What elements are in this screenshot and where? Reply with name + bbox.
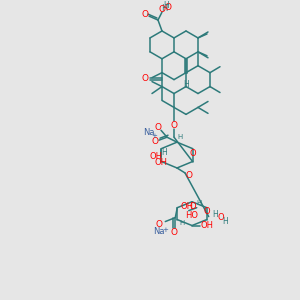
Text: HO: HO [185, 211, 198, 220]
Text: O: O [156, 220, 163, 229]
Text: O: O [158, 4, 166, 14]
Text: H: H [222, 217, 228, 226]
Text: O: O [170, 121, 178, 130]
Text: H: H [196, 200, 201, 206]
Text: Na: Na [143, 128, 155, 137]
Text: O: O [203, 207, 210, 216]
Text: H: H [212, 210, 218, 219]
Text: H: H [163, 1, 169, 10]
Text: O: O [154, 123, 161, 132]
Text: H: H [180, 220, 185, 226]
Text: +: + [151, 133, 157, 139]
Text: H: H [183, 80, 189, 89]
Text: +: + [162, 226, 168, 232]
Text: H: H [161, 148, 167, 157]
Text: O: O [189, 148, 196, 158]
Text: OH: OH [200, 221, 214, 230]
Text: O: O [164, 3, 172, 12]
Text: O: O [152, 137, 158, 146]
Text: OH: OH [150, 152, 163, 161]
Text: O: O [142, 10, 148, 19]
Text: O: O [218, 213, 224, 222]
Text: H: H [161, 4, 167, 13]
Text: Na: Na [154, 227, 165, 236]
Text: H: H [177, 134, 183, 140]
Text: OH: OH [155, 158, 168, 167]
Text: O: O [171, 228, 178, 237]
Text: O: O [142, 74, 148, 83]
Text: O: O [189, 202, 196, 211]
Text: OH: OH [181, 202, 194, 211]
Text: O: O [185, 171, 193, 180]
